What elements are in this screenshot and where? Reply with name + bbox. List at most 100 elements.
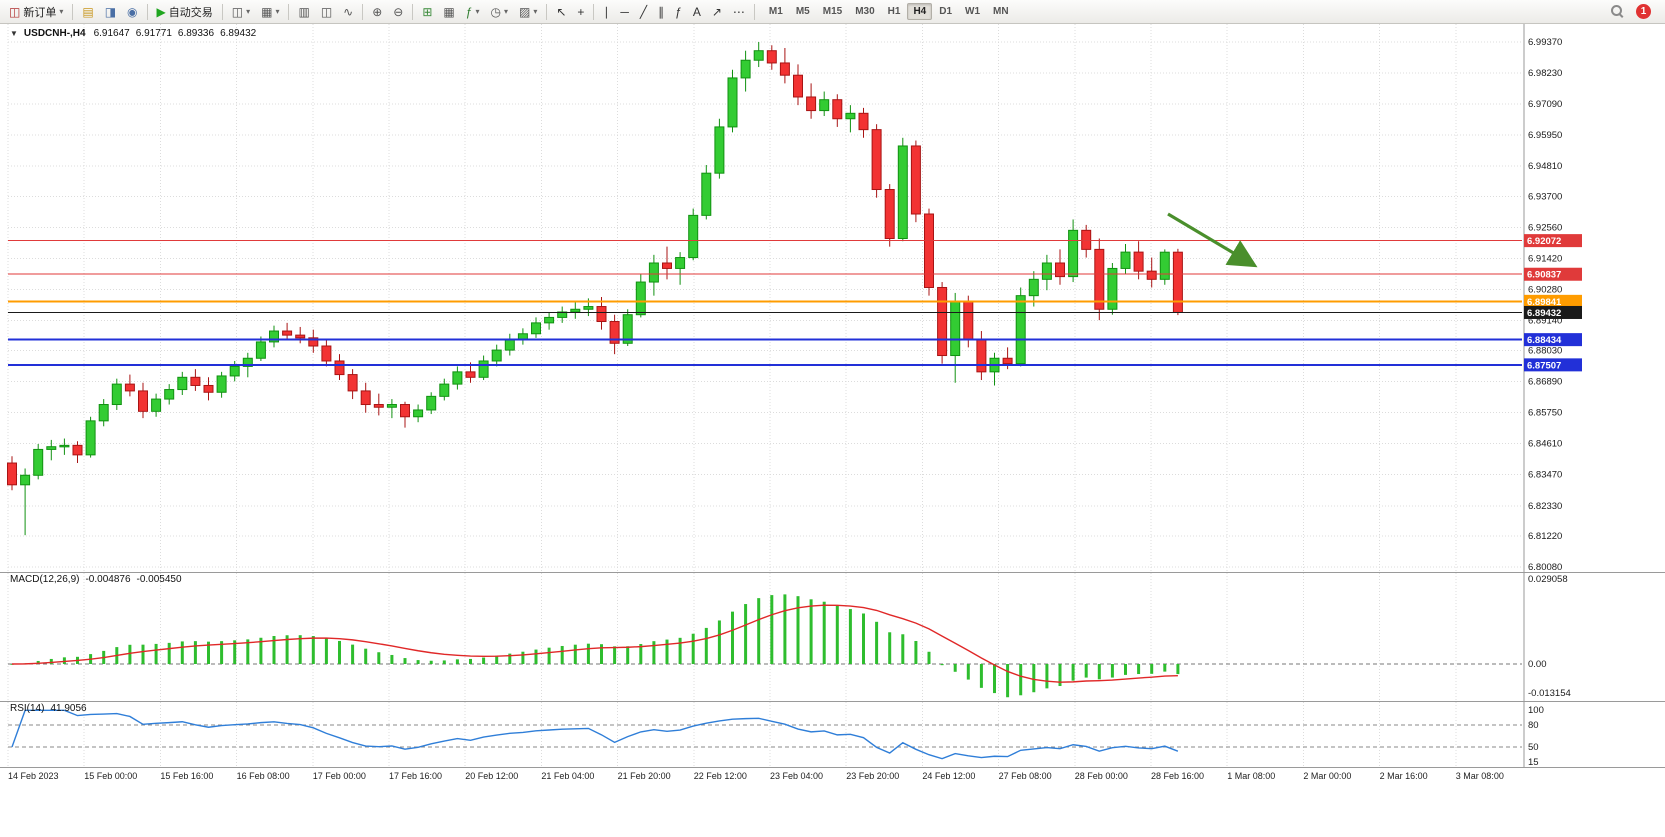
- candle: [59, 438, 70, 455]
- time-axis[interactable]: 14 Feb 2023 15 Feb 00:00 15 Feb 16:00 16 Fe…: [0, 767, 1665, 786]
- macd-panel[interactable]: 0.029058 0.00 -0.013154: [0, 572, 1665, 701]
- zoom-out-button[interactable]: ⊖: [388, 1, 408, 22]
- arrows-button[interactable]: ↗: [707, 1, 727, 22]
- search-icon[interactable]: [1611, 5, 1624, 18]
- autotrading-play-icon: ▶: [156, 4, 166, 19]
- timeframe-m15-button[interactable]: M15: [822, 6, 843, 17]
- candle: [478, 355, 489, 381]
- candle: [701, 165, 712, 220]
- macd-axis-label: 0.029058: [1528, 574, 1568, 585]
- candle: [740, 50, 751, 92]
- cursor-icon: ↖: [556, 4, 567, 19]
- crosshair-button[interactable]: +: [572, 1, 589, 22]
- candle: [1094, 238, 1105, 321]
- collapse-ohlc-icon[interactable]: ▼: [10, 29, 18, 38]
- crosshair-icon: +: [577, 4, 585, 19]
- time-axis-label: 27 Feb 08:00: [998, 771, 1052, 781]
- price-tag: 6.88434: [1524, 333, 1582, 347]
- candle: [753, 42, 764, 68]
- candle: [20, 468, 31, 536]
- timeframe-m1-button[interactable]: M1: [768, 6, 783, 17]
- candlestick-chart-icon: ◫: [320, 4, 333, 19]
- timeframe-mn-button[interactable]: MN: [993, 6, 1009, 17]
- price-tag: 6.89432: [1524, 305, 1582, 319]
- candle: [98, 399, 109, 427]
- tile-windows-icon: ⊞: [422, 4, 433, 19]
- market-watch-button[interactable]: ▤: [77, 1, 98, 22]
- macd-label: MACD(12,26,9) -0.004876 -0.005450: [10, 574, 188, 585]
- horizontal-line-icon: ─: [620, 4, 629, 19]
- candle: [269, 325, 279, 348]
- candle: [1159, 249, 1170, 285]
- candle: [203, 377, 214, 401]
- candle: [386, 399, 397, 419]
- price-axis: 6.99370 6.98230 6.97090 6.95950 6.94810 6.937…: [1528, 37, 1562, 572]
- price-axis-label: 6.89140: [1528, 315, 1562, 326]
- time-axis-label: 22 Feb 12:00: [693, 771, 747, 781]
- candle: [557, 306, 568, 323]
- candle: [989, 352, 1000, 386]
- price-axis-label: 6.82330: [1528, 501, 1562, 512]
- candle: [793, 64, 803, 106]
- vertical-line-button[interactable]: ∣: [598, 1, 614, 22]
- time-axis-label: 28 Feb 00:00: [1074, 771, 1128, 781]
- periods-button[interactable]: ◷ ▾: [485, 1, 513, 22]
- template-button[interactable]: ▨ ▾: [514, 1, 542, 22]
- notification-badge[interactable]: 1: [1636, 4, 1651, 19]
- time-axis-label: 15 Feb 00:00: [84, 771, 138, 781]
- candle: [373, 393, 384, 416]
- candlestick-chart-button[interactable]: ◫: [316, 1, 337, 22]
- time-axis-label: 2 Mar 00:00: [1303, 771, 1352, 781]
- rsi-label: RSI(14) 41.9056: [10, 703, 93, 714]
- bar-chart-button[interactable]: ▥: [293, 1, 314, 22]
- time-axis-label: 17 Feb 00:00: [312, 771, 366, 781]
- profiles-button[interactable]: ▦ ▾: [256, 1, 284, 22]
- navigator-button[interactable]: ◉: [122, 1, 142, 22]
- price-axis-label: 6.84610: [1528, 439, 1562, 450]
- timeframe-h1-button[interactable]: H1: [887, 6, 901, 17]
- candle: [452, 366, 463, 390]
- autotrading-button[interactable]: ▶ 自动交易: [152, 1, 218, 22]
- trendline-button[interactable]: ╱: [635, 1, 652, 22]
- more-tools-button[interactable]: ⋯: [728, 1, 750, 22]
- arrange-icons-button[interactable]: ▦: [438, 1, 459, 22]
- candle: [950, 292, 961, 383]
- timeframe-m30-button[interactable]: M30: [855, 6, 875, 17]
- time-axis-label: 14 Feb 2023: [8, 771, 59, 781]
- channel-button[interactable]: ∥: [653, 1, 669, 22]
- tile-windows-button[interactable]: ⊞: [417, 1, 437, 22]
- rsi-panel[interactable]: 100 80 50 15: [0, 701, 1665, 767]
- candle: [727, 69, 738, 133]
- trend-arrow-object[interactable]: [1167, 212, 1258, 268]
- text-icon: A: [692, 4, 701, 19]
- timeframe-w1-button[interactable]: W1: [965, 6, 981, 17]
- main-price-chart[interactable]: 6.99370 6.98230 6.97090 6.95950 6.94810 6.937…: [0, 24, 1665, 572]
- timeframe-d1-button[interactable]: D1: [939, 6, 953, 17]
- time-axis-label: 23 Feb 04:00: [770, 771, 824, 781]
- dropdown-caret-icon: ▾: [475, 7, 480, 16]
- new-chart-button[interactable]: ◫ ▾: [227, 1, 255, 22]
- line-chart-button[interactable]: ∿: [338, 1, 358, 22]
- time-axis-label: 21 Feb 20:00: [617, 771, 671, 781]
- price-axis-label: 6.90280: [1528, 284, 1562, 295]
- candle: [400, 401, 410, 428]
- dropdown-caret-icon: ▾: [533, 7, 538, 16]
- chart-window[interactable]: ▼ USDCNH-,H4 6.91647 6.91771 6.89336 6.89432 …: [0, 24, 1665, 786]
- data-window-button[interactable]: ◨: [100, 1, 121, 22]
- rsi-axis-label: 15: [1528, 757, 1539, 767]
- price-axis-label: 6.92560: [1528, 222, 1562, 233]
- grid: [7, 573, 1457, 701]
- candle: [85, 416, 96, 458]
- candle: [766, 45, 777, 70]
- svg-text:6.90837: 6.90837: [1527, 270, 1561, 281]
- timeframe-h4-button[interactable]: H4: [907, 3, 933, 20]
- grid: [7, 702, 1457, 767]
- horizontal-line-button[interactable]: ─: [615, 1, 634, 22]
- indicators-button[interactable]: ƒ ▾: [461, 1, 485, 22]
- zoom-in-button[interactable]: ⊕: [367, 1, 387, 22]
- text-button[interactable]: A: [688, 1, 706, 22]
- timeframe-m5-button[interactable]: M5: [795, 6, 810, 17]
- cursor-button[interactable]: ↖: [551, 1, 571, 22]
- fibonacci-button[interactable]: ƒ: [670, 1, 687, 22]
- new-order-button[interactable]: ◫ 新订单 ▾: [4, 1, 68, 22]
